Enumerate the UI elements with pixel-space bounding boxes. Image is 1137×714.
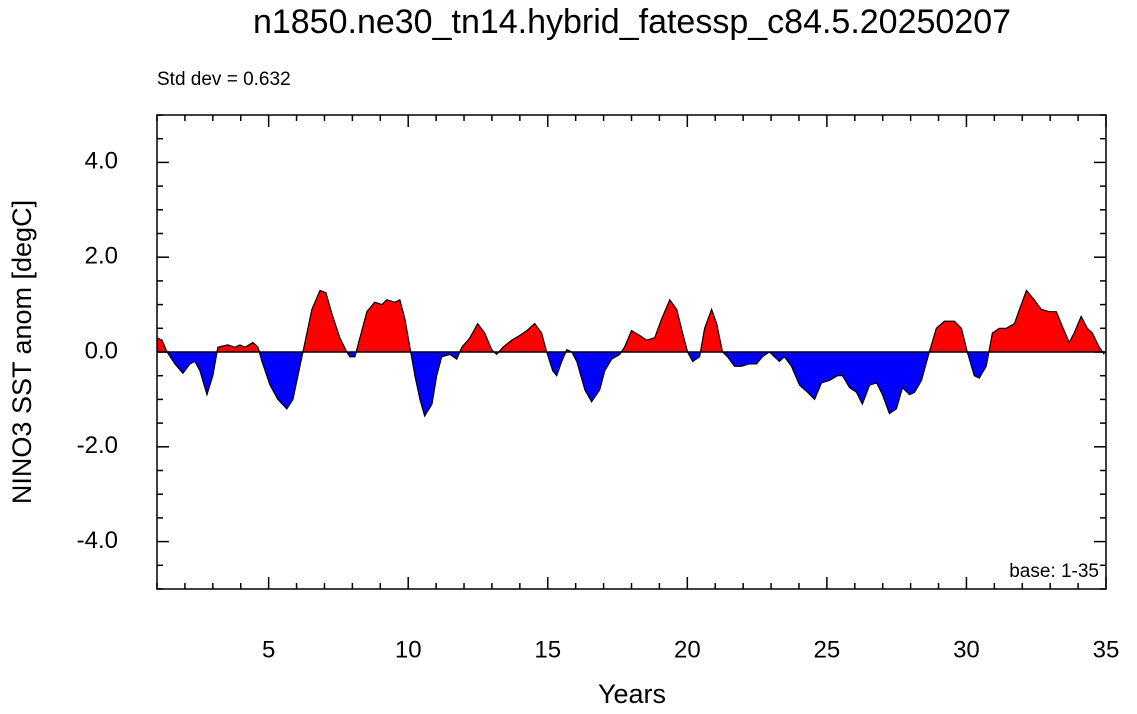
x-tick-label: 20 [674,636,701,663]
series-line [156,289,1105,418]
x-tick-label: 30 [953,636,980,663]
positive-area [157,290,1105,352]
x-tick-label: 10 [395,636,422,663]
annotation: Std dev = 0.632 [157,69,291,90]
x-tick-label: 5 [262,636,275,663]
x-tick-label: 15 [534,636,561,663]
y-tick-label: 2.0 [85,243,118,270]
negative-area [157,352,1105,416]
x-tick-label: 25 [814,636,841,663]
annotation: base: 1-35 [1009,561,1099,582]
y-axis-label: NINO3 SST anom [degC] [7,200,37,504]
y-tick-label: 0.0 [85,337,118,364]
y-tick-label: -2.0 [77,432,118,459]
chart-title: n1850.ne30_tn14.hybrid_fatessp_c84.5.202… [253,3,1011,41]
y-tick-label: 4.0 [85,148,118,175]
x-axis-label: Years [598,679,666,709]
y-tick-label: -4.0 [77,527,118,554]
x-tick-label: 35 [1093,636,1120,663]
